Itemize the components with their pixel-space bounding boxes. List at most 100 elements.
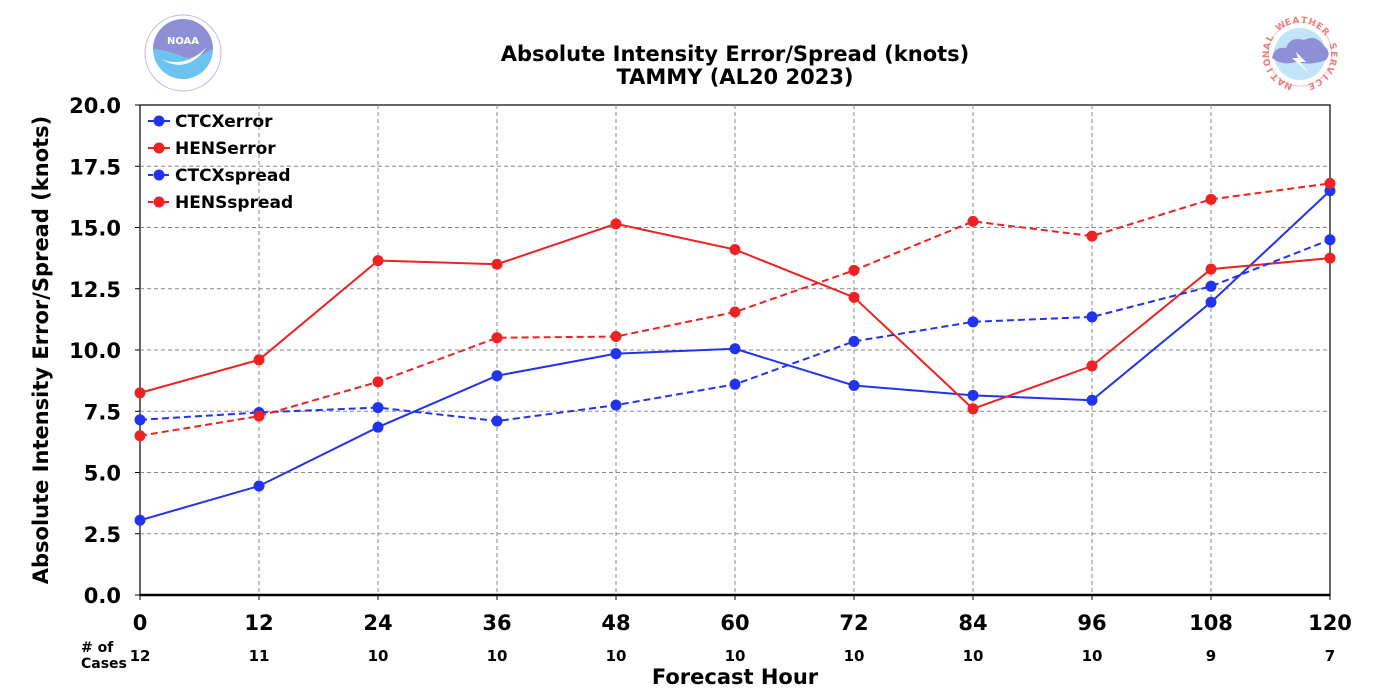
cases-header-line1: # of	[81, 640, 114, 656]
noaa-logo: NOAA	[144, 14, 222, 92]
chart-subtitle: TAMMY (AL20 2023)	[616, 65, 853, 89]
case-count: 10	[725, 647, 746, 665]
data-point	[491, 258, 503, 270]
nws-ring-letter: W	[1274, 20, 1288, 34]
grid	[140, 105, 1330, 595]
nws-ring-letter: T	[1300, 16, 1308, 27]
data-point	[610, 331, 622, 343]
y-tick-label: 2.5	[84, 523, 121, 547]
x-tick-label: 12	[244, 611, 273, 635]
case-count: 10	[368, 647, 389, 665]
data-point	[1324, 234, 1336, 246]
data-point	[1324, 177, 1336, 189]
nws-ring-letter: E	[1328, 51, 1338, 57]
legend-swatch-marker	[153, 196, 165, 208]
legend: CTCXerror HENSerror CTCXspread HENSspread	[148, 112, 293, 213]
legend-swatch-marker	[153, 142, 165, 154]
nws-ring-letter: R	[1326, 58, 1337, 67]
legend-item: CTCXerror	[148, 112, 273, 132]
noaa-top	[153, 19, 213, 58]
data-point	[372, 421, 384, 433]
data-point	[1324, 252, 1336, 264]
data-point	[610, 348, 622, 360]
nws-ring-letter: L	[1265, 34, 1277, 44]
data-point	[372, 255, 384, 267]
data-point	[729, 378, 741, 390]
data-point	[729, 244, 741, 256]
data-point	[729, 343, 741, 355]
data-point	[967, 215, 979, 227]
legend-label: CTCXerror	[175, 112, 273, 132]
y-tick-label: 17.5	[69, 155, 121, 179]
case-count: 10	[487, 647, 508, 665]
case-count: 7	[1325, 647, 1335, 665]
x-tick-label: 48	[601, 611, 630, 635]
nws-ring-letter: I	[1320, 72, 1330, 81]
nws-ring-letter: E	[1313, 21, 1324, 33]
data-point	[253, 354, 265, 366]
series-CTCXspread	[134, 234, 1336, 427]
x-tick-label: 72	[839, 611, 868, 635]
legend-item: HENSerror	[148, 139, 276, 159]
series-HENSerror	[134, 218, 1336, 415]
nws-ring-letter: C	[1313, 75, 1324, 87]
nws-ring-letter: O	[1262, 57, 1274, 67]
legend-label: CTCXspread	[175, 166, 291, 186]
data-point	[1086, 311, 1098, 323]
data-point	[967, 389, 979, 401]
data-point	[1205, 263, 1217, 275]
cases-header-line2: Cases	[81, 656, 127, 672]
x-tick-label: 108	[1189, 611, 1233, 635]
data-point	[848, 380, 860, 392]
nws-ring-letter: N	[1262, 50, 1272, 58]
y-tick-label: 5.0	[84, 462, 121, 486]
data-point	[372, 402, 384, 414]
legend-item: CTCXspread	[148, 166, 291, 186]
nws-ring-letter: R	[1319, 26, 1331, 38]
case-count: 10	[844, 647, 865, 665]
nws-ring-letter: T	[1269, 70, 1281, 82]
case-count: 12	[130, 647, 151, 665]
data-point	[1205, 296, 1217, 308]
nws-ring-letter: S	[1326, 42, 1337, 51]
y-tick-labels: 0.0 2.5 5.0 7.5 10.0 12.5 15.0 17.5 20.0	[69, 94, 140, 608]
chart-title: Absolute Intensity Error/Spread (knots)	[501, 42, 970, 66]
case-count: 9	[1206, 647, 1216, 665]
nws-ring-letter: H	[1306, 17, 1317, 29]
data-point	[610, 218, 622, 230]
data-point	[1086, 230, 1098, 242]
legend-swatch-marker	[153, 115, 165, 127]
data-point	[491, 370, 503, 382]
x-tick-labels: 0 12 24 36 48 60 72 84 96 108 120	[133, 595, 1352, 635]
data-point	[372, 376, 384, 388]
nws-ring-letter: I	[1266, 66, 1276, 74]
nws-ring-letter: E	[1307, 79, 1316, 91]
case-count: 10	[1082, 647, 1103, 665]
data-point	[848, 335, 860, 347]
data-point	[134, 387, 146, 399]
x-tick-label: 96	[1077, 611, 1106, 635]
series-layer	[134, 177, 1336, 526]
data-point	[491, 415, 503, 427]
series-HENSspread	[134, 177, 1336, 442]
case-count: 10	[606, 647, 627, 665]
y-axis-label: Absolute Intensity Error/Spread (knots)	[29, 116, 53, 585]
data-point	[848, 291, 860, 303]
data-point	[491, 332, 503, 344]
data-point	[134, 514, 146, 526]
data-point	[848, 264, 860, 276]
y-tick-label: 10.0	[69, 339, 121, 363]
data-point	[1086, 394, 1098, 406]
data-point	[610, 399, 622, 411]
nws-ring-letter: E	[1284, 17, 1293, 29]
legend-swatch-marker	[153, 169, 165, 181]
y-tick-label: 15.0	[69, 217, 121, 241]
x-tick-label: 0	[133, 611, 148, 635]
y-tick-label: 0.0	[84, 584, 121, 608]
legend-item: HENSspread	[148, 193, 293, 213]
nws-ring-letter: V	[1323, 64, 1335, 75]
x-axis-label: Forecast Hour	[652, 665, 819, 689]
